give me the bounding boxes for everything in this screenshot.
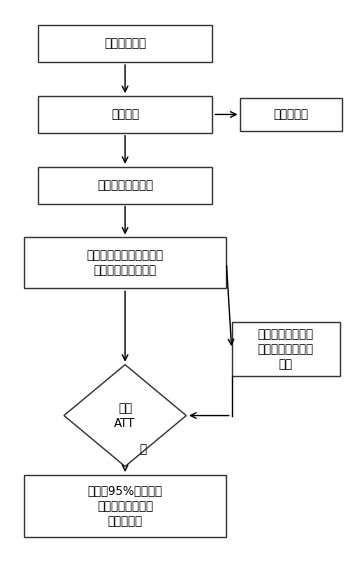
- Bar: [24, 238, 226, 288]
- Bar: [240, 98, 342, 131]
- Text: 否: 否: [139, 443, 146, 456]
- Polygon shape: [64, 365, 186, 467]
- Text: 确定研究区域: 确定研究区域: [104, 37, 146, 50]
- Bar: [38, 25, 212, 62]
- Text: 判断取消拥堵收费政策对
交通安全影响的结果: 判断取消拥堵收费政策对 交通安全影响的结果: [87, 249, 164, 277]
- Text: 以废除拥堵收费政
策后的每一个月为
单位: 以废除拥堵收费政 策后的每一个月为 单位: [258, 328, 314, 371]
- Bar: [38, 96, 212, 133]
- Text: 匹配最佳对比区域: 匹配最佳对比区域: [97, 179, 153, 192]
- Bar: [232, 322, 340, 376]
- Text: 检验
ATT: 检验 ATT: [114, 401, 136, 429]
- Bar: [24, 475, 226, 537]
- Bar: [38, 167, 212, 203]
- Text: 显著（95%）：停止
检验，确定废除后
的滞留效应: 显著（95%）：停止 检验，确定废除后 的滞留效应: [88, 485, 163, 528]
- Text: 数据采集: 数据采集: [111, 108, 139, 121]
- Text: 最邻近匹配: 最邻近匹配: [274, 108, 308, 121]
